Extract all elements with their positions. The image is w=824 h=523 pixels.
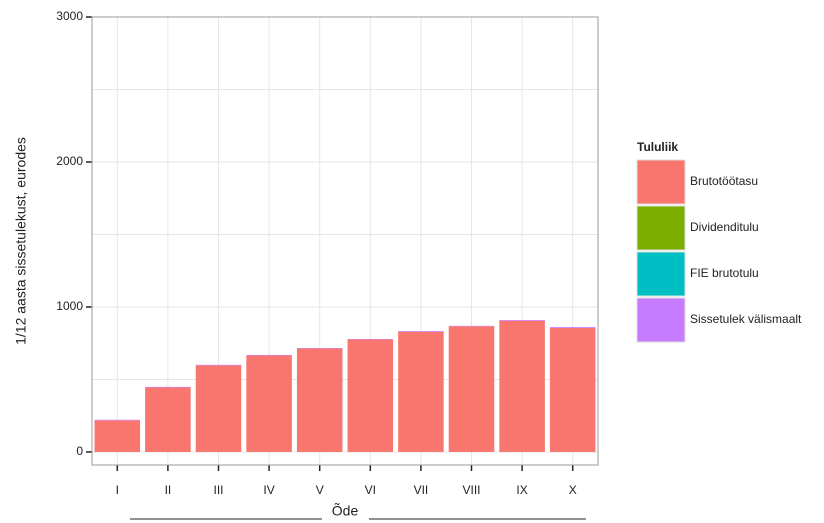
x-tick-label: V [316,483,324,497]
bar-segment [549,327,596,452]
x-tick-label: II [165,483,172,497]
panel-border [91,16,599,466]
legend-label: Sissetulek välismaalt [690,312,802,326]
y-tick-label: 2000 [56,154,83,168]
bar-segment [549,327,596,328]
bar-segment [195,365,242,452]
bar-segment [246,355,292,452]
y-tick-label: 0 [76,444,83,458]
legend-key [636,297,686,343]
bar-segment [347,339,394,452]
bar-segment [448,326,495,452]
legend-label: Brutotöötasu [690,174,758,188]
x-tick-label: VIII [462,483,480,497]
legend-key [636,251,686,297]
legend-title: Tululiik [637,140,678,154]
x-tick-label: VI [365,483,376,497]
bar-segment [195,364,242,366]
bar-segment [145,386,191,388]
x-tick-label: I [116,483,119,497]
legend-label: Dividenditulu [690,220,759,234]
x-tick-label: IV [263,483,274,497]
x-tick-label: X [569,483,577,497]
y-axis-label: 1/12 aasta sissetulekust, eurodes [13,137,29,345]
bar-segment [94,419,141,421]
bar-segment [94,420,141,452]
x-tick-label: VII [414,483,429,497]
bar-segment [296,348,343,452]
bar-segment [398,331,444,452]
y-tick-label: 3000 [56,9,83,23]
bar-segment [246,354,292,356]
bar-segment [398,331,444,332]
legend-key [636,159,686,205]
bar-segment [499,320,545,321]
bar-segment [499,320,545,452]
x-axis-label: Õde [332,503,359,519]
x-tick-label: III [213,483,223,497]
y-tick-label: 1000 [56,299,83,313]
legend-key [636,205,686,251]
x-tick-label: IX [516,483,527,497]
bar-segment [145,387,191,452]
legend-label: FIE brutotulu [690,266,759,280]
